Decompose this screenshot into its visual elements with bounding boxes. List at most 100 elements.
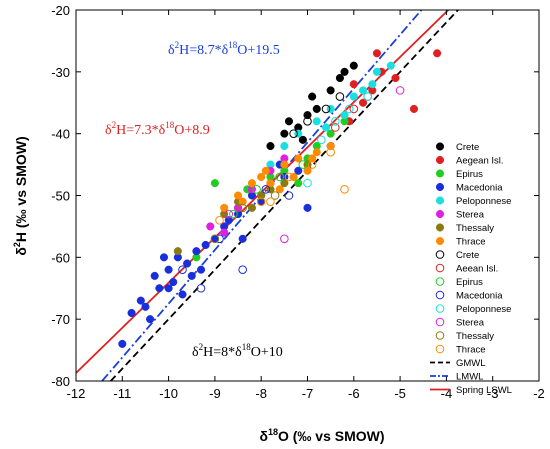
point-crete-filled	[308, 92, 317, 101]
equation-annotation: δ2H=7.3*δ18O+8.9	[105, 120, 210, 138]
point-peloponnese-open	[330, 117, 340, 126]
point-peloponnese-open	[363, 92, 372, 101]
point-macedonia-filled	[303, 203, 312, 212]
point-macedonia-filled	[136, 296, 145, 305]
legend-label: LMWL	[456, 372, 483, 383]
point-epirus-filled	[294, 179, 303, 188]
x-tick-label: -11	[113, 386, 131, 401]
legend-marker	[435, 277, 445, 286]
point-thrace-open	[256, 197, 266, 206]
point-crete-filled	[298, 135, 307, 144]
point-sterea-open	[280, 234, 289, 244]
point-thrace-filled	[289, 172, 298, 181]
legend-marker	[435, 263, 445, 273]
point-macedonia-filled	[187, 271, 196, 280]
point-epirus-open	[229, 209, 238, 219]
point-thrace-filled	[312, 148, 321, 157]
point-thrace-open	[215, 215, 224, 225]
point-thrace-open	[284, 172, 294, 182]
point-peloponnese-open	[344, 104, 354, 114]
point-crete-filled	[303, 111, 312, 120]
point-crete-filled	[340, 67, 349, 76]
point-aegean-isl--filled	[433, 49, 442, 58]
point-peloponnese-filled	[372, 67, 382, 76]
legend-marker	[435, 344, 445, 354]
point-macedonia-filled	[178, 290, 187, 299]
point-thrace-filled	[238, 197, 247, 206]
legend-label: Thessaly	[456, 331, 494, 342]
legend-marker	[435, 331, 445, 340]
point-aegean-isl--filled	[372, 49, 382, 58]
legend-label: Crete	[456, 142, 479, 153]
point-macedonia-filled	[201, 240, 210, 250]
point-peloponnese-filled	[340, 111, 349, 120]
point-macedonia-filled	[141, 302, 150, 311]
x-tick-label: -6	[348, 386, 360, 401]
legend-marker	[435, 250, 445, 259]
point-macedonia-filled	[155, 284, 164, 293]
legend-label: Peloponnese	[456, 196, 511, 207]
legend-marker	[435, 196, 445, 205]
point-thessaly-filled	[247, 203, 256, 212]
point-macedonia-open	[261, 185, 271, 194]
point-macedonia-filled	[150, 271, 159, 280]
point-peloponnese-open	[303, 178, 312, 188]
point-macedonia-open	[196, 283, 206, 293]
legend-marker	[435, 169, 445, 178]
point-macedonia-filled	[196, 265, 206, 274]
point-macedonia-filled	[238, 234, 247, 243]
equation-annotation: δ2H=8.7*δ18O+19.5	[168, 40, 280, 58]
legend-label: Thessaly	[456, 223, 494, 234]
point-aeean-isl--open	[349, 104, 359, 114]
point-aeean-isl--open	[330, 123, 340, 132]
y-tick-label: -40	[51, 127, 70, 142]
legend-label: Peloponnese	[456, 304, 511, 315]
point-epirus-open	[275, 172, 285, 182]
point-peloponnese-filled	[368, 80, 377, 89]
point-sterea-filled	[220, 228, 229, 237]
point-peloponnese-open	[317, 135, 326, 145]
y-tick-label: -30	[51, 65, 70, 80]
legend-label: Aegean Isl.	[456, 156, 504, 167]
y-axis-title: δ2H (‰ vs SMOW)	[12, 136, 29, 255]
point-macedonia-filled	[146, 315, 155, 324]
point-macedonia-open	[178, 265, 187, 275]
point-sterea-filled	[206, 222, 215, 231]
axis-ticks: -12 -11 -10 -9 -8 -7 -6 -5 -4 -3 -2 -80 -70 -60 -50 -40…	[51, 3, 545, 401]
point-epirus-filled	[326, 129, 335, 138]
point-thrace-filled	[234, 191, 243, 200]
equation-annotations: δ2H=8.7*δ18O+19.5 δ2H=7.3*δ18O+8.9 δ2H=8*δ…	[105, 40, 283, 360]
legend-label: Thrace	[456, 237, 486, 248]
point-macedonia-filled	[127, 308, 136, 318]
point-thrace-filled	[247, 179, 256, 188]
point-thrace-open	[266, 197, 275, 206]
legend-marker	[435, 209, 445, 219]
y-tick-label: -70	[51, 312, 70, 327]
point-peloponnese-filled	[349, 92, 358, 101]
equation-annotation: δ2H=8*δ18O+10	[192, 342, 283, 360]
point-peloponnese-filled	[312, 117, 321, 126]
point-peloponnese-filled	[326, 104, 335, 113]
y-tick-label: -80	[51, 374, 70, 389]
data-points	[118, 49, 442, 348]
legend-marker	[435, 236, 445, 246]
point-crete-filled	[326, 86, 335, 95]
x-axis-title: δ18O (‰ vs SMOW)	[259, 427, 384, 444]
point-aegean-isl--filled	[359, 98, 368, 107]
legend-label: Epirus	[456, 277, 483, 288]
point-thessaly-filled	[280, 179, 289, 188]
legend-label: GMWL	[456, 358, 486, 369]
y-tick-label: -60	[51, 250, 70, 265]
point-peloponnese-filled	[386, 61, 395, 70]
y-tick-label: -50	[51, 189, 70, 204]
legend-marker	[435, 290, 445, 300]
svg-text:δ18O (‰ vs SMOW): δ18O (‰ vs SMOW)	[259, 427, 384, 444]
x-tick-label: -10	[159, 386, 178, 401]
point-crete-filled	[335, 73, 344, 83]
point-thrace-filled	[294, 154, 303, 163]
point-thrace-filled	[275, 185, 284, 194]
point-macedonia-open	[284, 191, 294, 200]
point-thrace-open	[307, 160, 317, 169]
x-tick-label: -5	[394, 386, 406, 401]
